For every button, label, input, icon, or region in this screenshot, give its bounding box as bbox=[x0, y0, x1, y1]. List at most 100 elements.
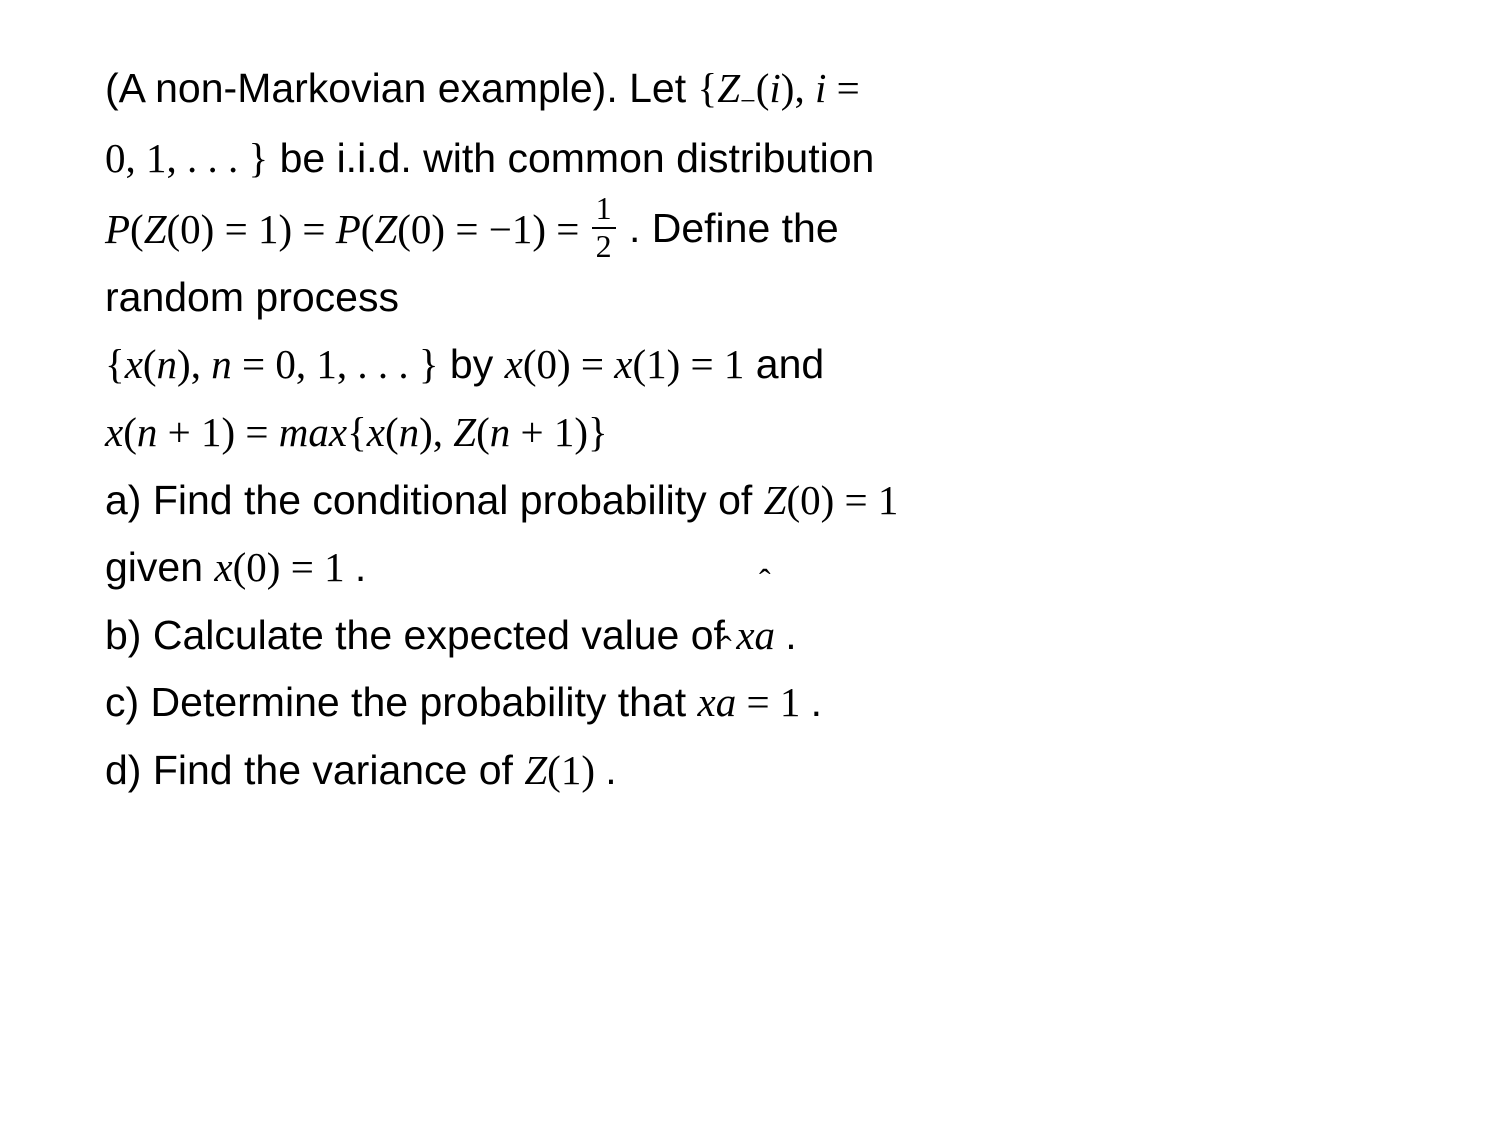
P1: P bbox=[105, 206, 130, 252]
text: random process bbox=[105, 274, 399, 320]
rp3: ) bbox=[574, 409, 588, 455]
rp0: ) bbox=[557, 341, 571, 387]
text: c) Determine the probability that bbox=[105, 679, 698, 725]
eq: = bbox=[826, 65, 859, 111]
lp: ( bbox=[547, 747, 561, 793]
n1: 1 bbox=[146, 135, 167, 181]
math: 0, 1, . . . } bbox=[105, 135, 268, 181]
v: 1 bbox=[324, 544, 345, 590]
lp: ( bbox=[123, 409, 137, 455]
frac-num: 1 bbox=[592, 192, 616, 229]
v2: 1 bbox=[512, 206, 533, 252]
eq: = bbox=[235, 409, 279, 455]
dots: . . . bbox=[357, 341, 408, 387]
a: a bbox=[716, 679, 737, 725]
n0: 0 bbox=[105, 135, 126, 181]
by: by bbox=[439, 341, 505, 387]
eq: = bbox=[280, 544, 324, 590]
fraction-half: 12 bbox=[592, 192, 616, 263]
line-10: c) Determine the probability that xaˆ = … bbox=[105, 669, 1430, 737]
plus2: + bbox=[510, 409, 554, 455]
text: d) Find the variance of bbox=[105, 747, 524, 793]
line-6: x(n + 1) = max{x(n), Z(n + 1)} bbox=[105, 399, 1430, 467]
o1b: 1 bbox=[646, 341, 667, 387]
and: and bbox=[744, 341, 824, 387]
rp1: ) bbox=[667, 341, 681, 387]
eq: = bbox=[736, 679, 780, 725]
rparen: ) bbox=[781, 65, 795, 111]
v: 1 bbox=[780, 679, 801, 725]
line-1: (A non-Markovian example). Let {Z−(i), i… bbox=[105, 55, 1430, 125]
a-hat: aˆ bbox=[755, 602, 776, 670]
math: {x(n), n = 0, 1, . . . } bbox=[105, 341, 439, 387]
lp: ( bbox=[143, 341, 157, 387]
eq2: = bbox=[445, 206, 489, 252]
c: , bbox=[191, 341, 201, 387]
eqr: = bbox=[546, 206, 590, 252]
text: . Define the bbox=[618, 206, 839, 252]
lparen: ( bbox=[756, 65, 770, 111]
lp1: ( bbox=[632, 341, 646, 387]
line-2: 0, 1, . . . } be i.i.d. with common dist… bbox=[105, 125, 1430, 193]
rp: ) bbox=[821, 477, 835, 523]
rp: ) bbox=[267, 544, 281, 590]
math: {Z−(i), i = bbox=[698, 65, 860, 111]
line-5: {x(n), n = 0, 1, . . . } by x(0) = x(1) … bbox=[105, 331, 1430, 399]
sp bbox=[595, 747, 605, 793]
math: x(0) = 1 bbox=[214, 544, 354, 590]
one2: 1 bbox=[554, 409, 575, 455]
lp0: ( bbox=[523, 341, 537, 387]
line-9: b) Calculate the expected value of xaˆ . bbox=[105, 602, 1430, 670]
c2: , bbox=[296, 341, 306, 387]
line-11: d) Find the variance of Z(1) . bbox=[105, 737, 1430, 805]
v1: 1 bbox=[258, 206, 279, 252]
text: (A non-Markovian example). Let bbox=[105, 65, 698, 111]
eqm: = bbox=[292, 206, 336, 252]
math: xaˆ bbox=[736, 612, 785, 658]
x1: x bbox=[614, 341, 632, 387]
n: n bbox=[157, 341, 178, 387]
one: 1 bbox=[201, 409, 222, 455]
rp: ) bbox=[177, 341, 191, 387]
lp2: ( bbox=[361, 206, 375, 252]
o1: 1 bbox=[316, 341, 337, 387]
lp2b: ( bbox=[397, 206, 411, 252]
lp: ( bbox=[233, 544, 247, 590]
Z: Z bbox=[524, 747, 547, 793]
o: 1 bbox=[561, 747, 582, 793]
sp bbox=[800, 679, 810, 725]
x: x bbox=[214, 544, 232, 590]
math: Z(0) = 1 bbox=[764, 477, 899, 523]
max: max bbox=[279, 409, 347, 455]
dot: . bbox=[785, 612, 796, 658]
a: a bbox=[755, 612, 776, 658]
c1: , bbox=[126, 135, 136, 181]
c2: , bbox=[167, 135, 177, 181]
rp2: ) bbox=[532, 206, 546, 252]
sp bbox=[345, 544, 355, 590]
text: b) Calculate the expected value of bbox=[105, 612, 736, 658]
plus: + bbox=[157, 409, 201, 455]
eq1: = bbox=[214, 206, 258, 252]
z: 0 bbox=[800, 477, 821, 523]
text: a) Find the conditional probability of bbox=[105, 477, 764, 523]
sp bbox=[775, 612, 785, 658]
rp2b: ) bbox=[431, 206, 445, 252]
sub-minus: − bbox=[740, 86, 756, 117]
lp: ( bbox=[786, 477, 800, 523]
line-7: a) Find the conditional probability of Z… bbox=[105, 467, 1430, 535]
P2: P bbox=[336, 206, 361, 252]
a-hat: aˆ bbox=[716, 669, 737, 737]
frac-den: 2 bbox=[592, 229, 616, 264]
n3: n bbox=[490, 409, 511, 455]
Z: Z bbox=[764, 477, 787, 523]
n2: n bbox=[211, 341, 232, 387]
n2: n bbox=[399, 409, 420, 455]
text: given bbox=[105, 544, 214, 590]
z1: 0 bbox=[180, 206, 201, 252]
brace-close: } bbox=[249, 135, 269, 181]
so: { bbox=[347, 409, 367, 455]
var-Z: Z bbox=[717, 65, 740, 111]
so: { bbox=[105, 341, 125, 387]
var-i2: i bbox=[815, 65, 826, 111]
